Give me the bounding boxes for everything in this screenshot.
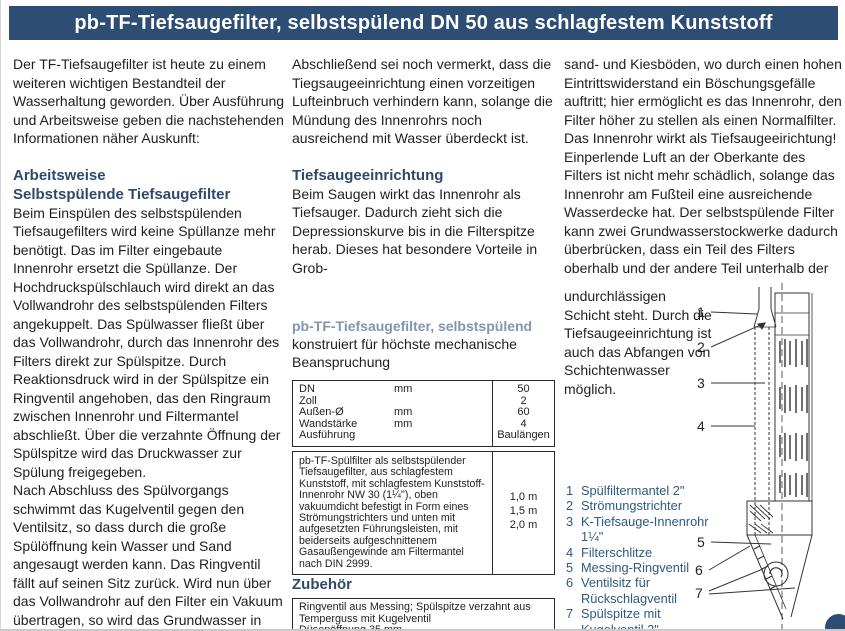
- length-values: 1,0 m 1,5 m 2,0 m: [492, 451, 554, 575]
- callout-6: 6: [695, 562, 703, 578]
- product-heading: pb-TF-Tiefsaugefilter, selbstspülend: [292, 318, 533, 334]
- body-paragraph-narrow: undurchlässigen Schicht steht. Durch die…: [564, 288, 712, 397]
- description-table: pb-TF-Spülfilter als selbstspülender Tie…: [292, 450, 555, 576]
- page-title: pb-TF-Tiefsaugefilter, selbstspülend DN …: [9, 6, 838, 40]
- body-paragraph: sand- und Kiesböden, wo durch einen hohe…: [564, 56, 842, 276]
- section-heading-tiefsaugeeinrichtung: Tiefsaugeeinrichtung: [292, 166, 444, 184]
- legend-item: 3 K-Tiefsauge-Innenrohr 1¼": [566, 513, 709, 545]
- spec-table-values: 50 2 60 4 Baulängen: [492, 381, 554, 446]
- closing-remark-paragraph: Abschließend sei noch vermerkt, dass die…: [292, 56, 553, 146]
- page-number-dot: [825, 614, 845, 629]
- legend-item: 6 Ventilsitz für Rückschlagventil: [566, 575, 678, 606]
- legend-item: 4 Filterschlitze: [566, 544, 653, 560]
- body-paragraph: Beim Einspülen des selbstspülenden Tiefs…: [13, 204, 281, 480]
- column-middle: Abschließend sei noch vermerkt, dass die…: [292, 55, 555, 629]
- callout-5: 5: [697, 534, 705, 550]
- spec-table-labels: DN mm Zoll Außen-Ø mm Wandstärke mm Ausführ…: [299, 383, 413, 442]
- section-heading-zubehoer: Zubehör: [292, 576, 352, 594]
- accessories-row: Ringventil aus Messing; Spülspitze verza…: [293, 599, 554, 629]
- legend-item: 1 Spülfiltermantel 2": [566, 483, 685, 498]
- legend-item: 2 Strömungstrichter: [566, 498, 682, 514]
- column-left: Der TF-Tiefsaugefilter ist heute zu eine…: [13, 55, 285, 629]
- callout-2: 2: [697, 339, 705, 355]
- product-description: pb-TF-Spülfilter als selbstspülender Tie…: [299, 454, 485, 570]
- legend-item: 7 Spülspitze mit Kugelventil 2": [566, 606, 661, 631]
- callout-4: 4: [697, 418, 705, 434]
- product-subheading: konstruiert für höchste mechanische Bean…: [292, 336, 517, 370]
- legend-item: 5 Messing-Ringventil: [566, 560, 690, 576]
- callout-3: 3: [697, 375, 705, 391]
- callout-7: 7: [695, 585, 703, 601]
- section-heading-arbeitsweise: Arbeitsweise Selbstspülende Tiefsaugefil…: [13, 166, 231, 203]
- body-paragraph: Beim Saugen wirkt das Innenrohr als Tief…: [292, 185, 538, 276]
- callout-1: 1: [697, 304, 705, 320]
- intro-paragraph: Der TF-Tiefsaugefilter ist heute zu eine…: [13, 56, 285, 146]
- spec-table: DN mm Zoll Außen-Ø mm Wandstärke mm Ausführ…: [292, 380, 555, 447]
- accessories-table: Ringventil aus Messing; Spülspitze verza…: [292, 598, 555, 629]
- body-paragraph: Nach Abschluss des Spülvorgangs schwimmt…: [13, 482, 283, 628]
- drawing-legend: 1 Spülfiltermantel 2" 2 Strömungstrichter …: [566, 483, 716, 631]
- filter-technical-drawing: 1 2 3 4 5 6 7: [695, 283, 845, 629]
